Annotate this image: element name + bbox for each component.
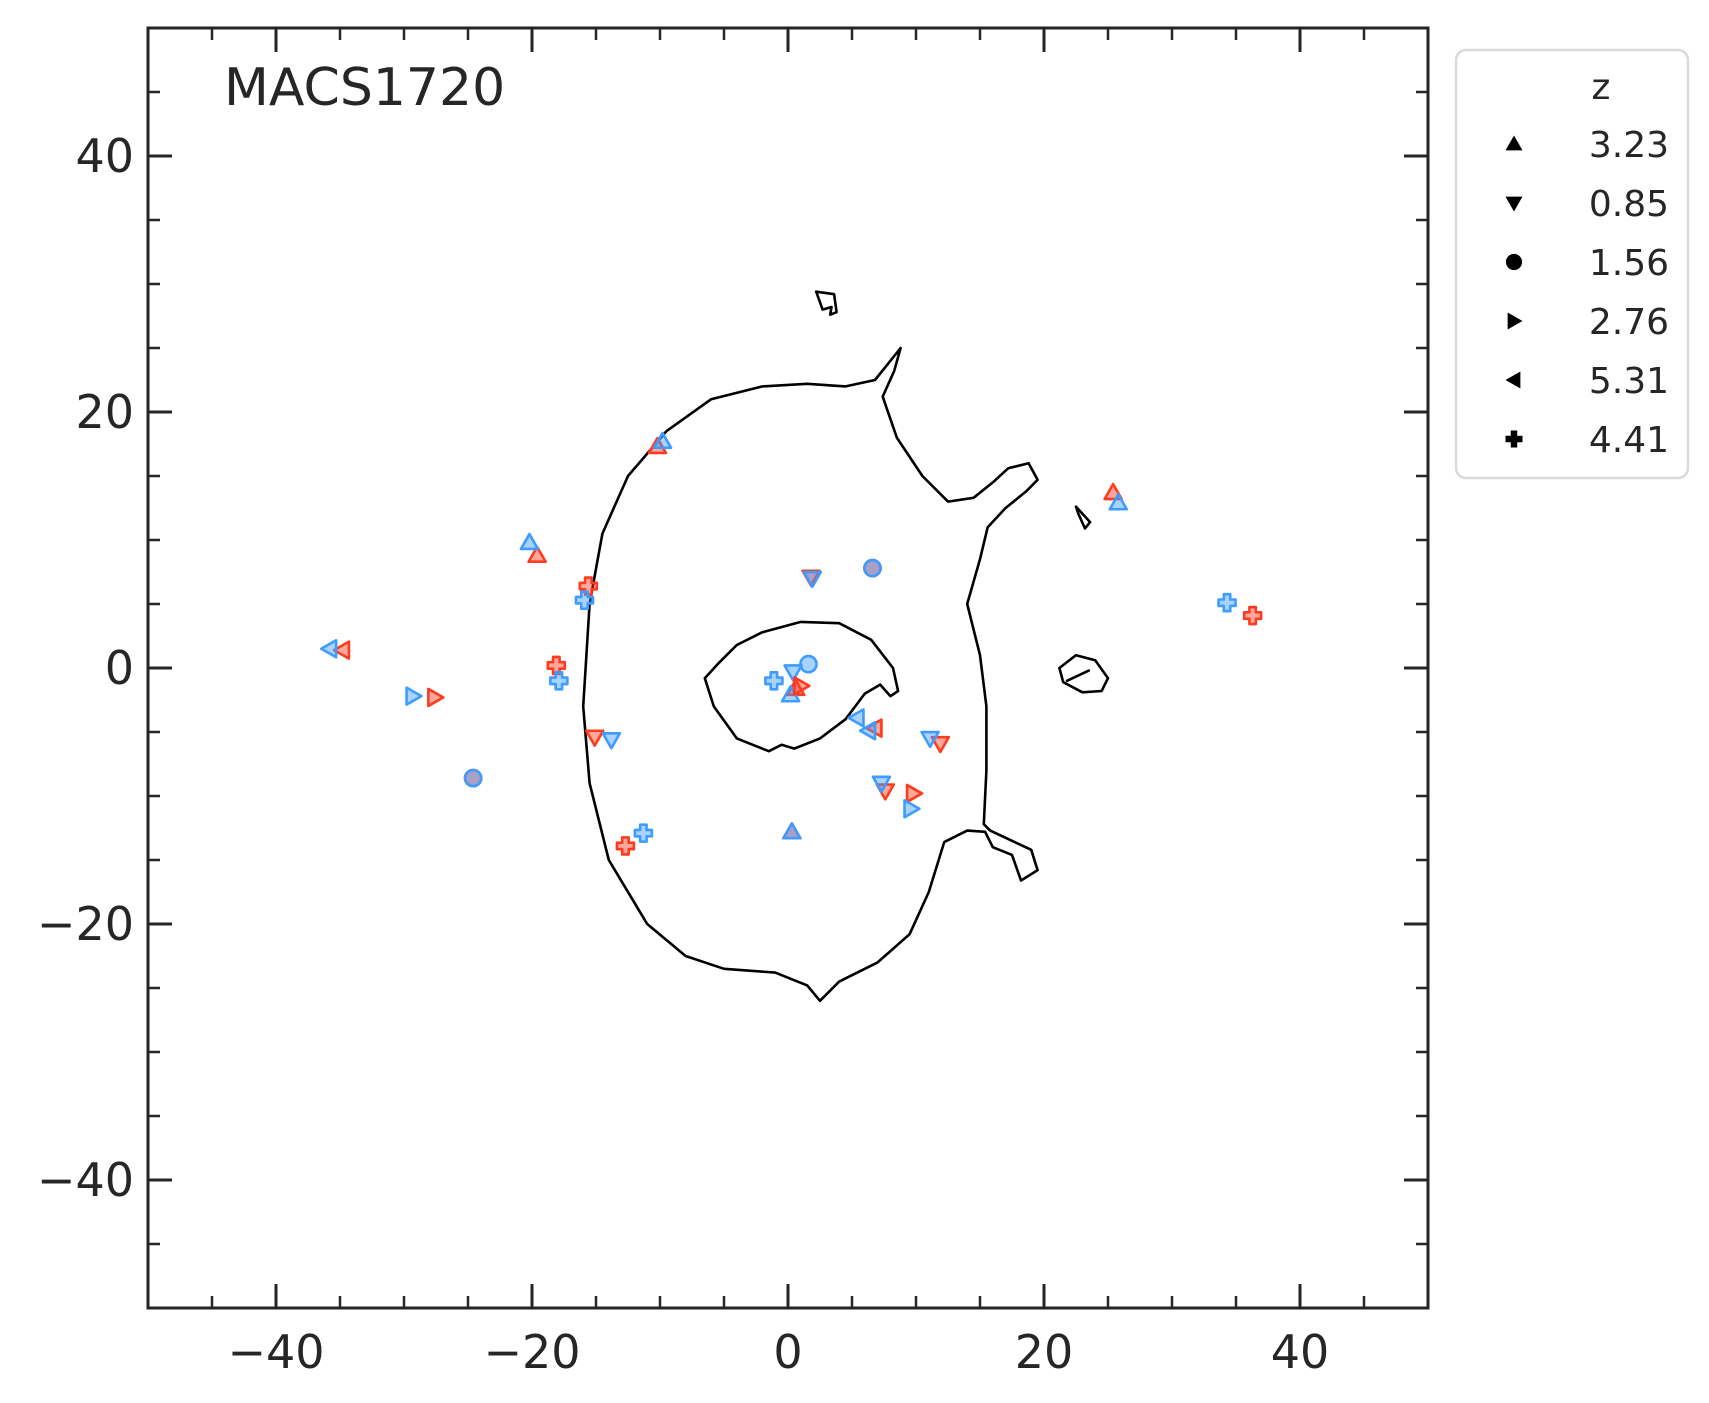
data-point [527,545,547,564]
critical-curve-1 [703,620,900,753]
y-tick-label: −20 [37,897,134,951]
data-point [903,799,921,819]
data-point [615,836,636,856]
data-point [574,590,595,610]
data-point [871,775,892,793]
series-z0-85-predicted [601,570,940,793]
legend-title: z [1592,67,1611,108]
critical-curve-3 [1074,505,1092,530]
x-tick-label: −20 [483,1325,580,1379]
y-tick-label: 40 [75,129,134,183]
legend-marker-triangle-left-icon [1505,371,1521,389]
data-point [783,664,803,682]
data-point [584,729,605,747]
data-point [633,823,654,843]
data-point [858,720,877,741]
x-tick-label: 0 [773,1325,802,1379]
series-z4-41-predicted [549,590,1237,843]
critical-curve-2 [814,290,838,317]
data-point [847,708,865,728]
series-z1-56-observed [463,558,882,788]
series-z0-85-observed [584,569,951,801]
legend-entry-label: 3.23 [1589,125,1669,166]
data-point [332,640,351,660]
series-z5-31-predicted [319,639,877,741]
data-point [793,676,811,696]
legend-marker-triangle-right-icon [1507,312,1523,330]
critical-curve-5 [1065,669,1091,683]
data-point [802,570,823,589]
data-point [578,576,599,596]
x-tick-label: −40 [227,1325,324,1379]
legend-marker-triangle-up-icon [1505,135,1523,151]
data-point [519,532,540,551]
y-tick-label: 0 [105,641,134,695]
data-point [863,558,882,578]
legend-box [1454,48,1690,480]
series-z4-41-observed [546,576,1263,856]
series-z2-76-predicted [405,686,921,819]
legend-entry-label: 0.85 [1589,184,1669,225]
data-point [647,436,668,455]
data-point [920,730,940,749]
legend-marker-plus-icon [1505,430,1523,448]
data-point [546,655,567,676]
data-point [799,654,818,674]
legend-marker-triangle-down-icon [1505,196,1523,212]
y-tick-label: 20 [75,385,134,439]
data-point [549,671,569,691]
legend-entry-label: 4.41 [1589,420,1669,461]
data-point [1217,592,1237,613]
critical-curve-4 [1058,653,1110,694]
data-point [601,732,622,750]
x-tick-label: 20 [1015,1325,1074,1379]
data-point [782,822,802,840]
y-tick-label: −40 [37,1153,134,1207]
cluster-annotation: MACS1720 [224,58,505,118]
series-z3-23-predicted [519,431,1129,840]
legend: z 3.23 0.85 1.56 2.76 5.31 4.41 [1454,48,1690,480]
data-point [1242,605,1263,626]
data-point [427,687,445,708]
series-z1-56-predicted [463,558,882,788]
data-point [1108,493,1129,511]
critical-curve-0 [581,346,1039,1003]
data-point [652,431,673,450]
data-point [764,671,784,691]
data-point [463,768,483,788]
legend-entry-label: 2.76 [1589,302,1669,343]
data-point [319,639,338,659]
legend-entry-label: 1.56 [1589,243,1669,284]
x-tick-label: 40 [1271,1325,1330,1379]
legend-marker-circle-icon [1505,253,1523,271]
data-point [905,783,924,804]
series-z2-76-observed [427,676,924,804]
data-point [930,735,951,754]
data-point [405,686,423,706]
legend-entry-label: 5.31 [1589,361,1669,402]
plot-layer: −40 −20 0 20 40 −40 −20 0 20 40 [37,26,1430,1379]
